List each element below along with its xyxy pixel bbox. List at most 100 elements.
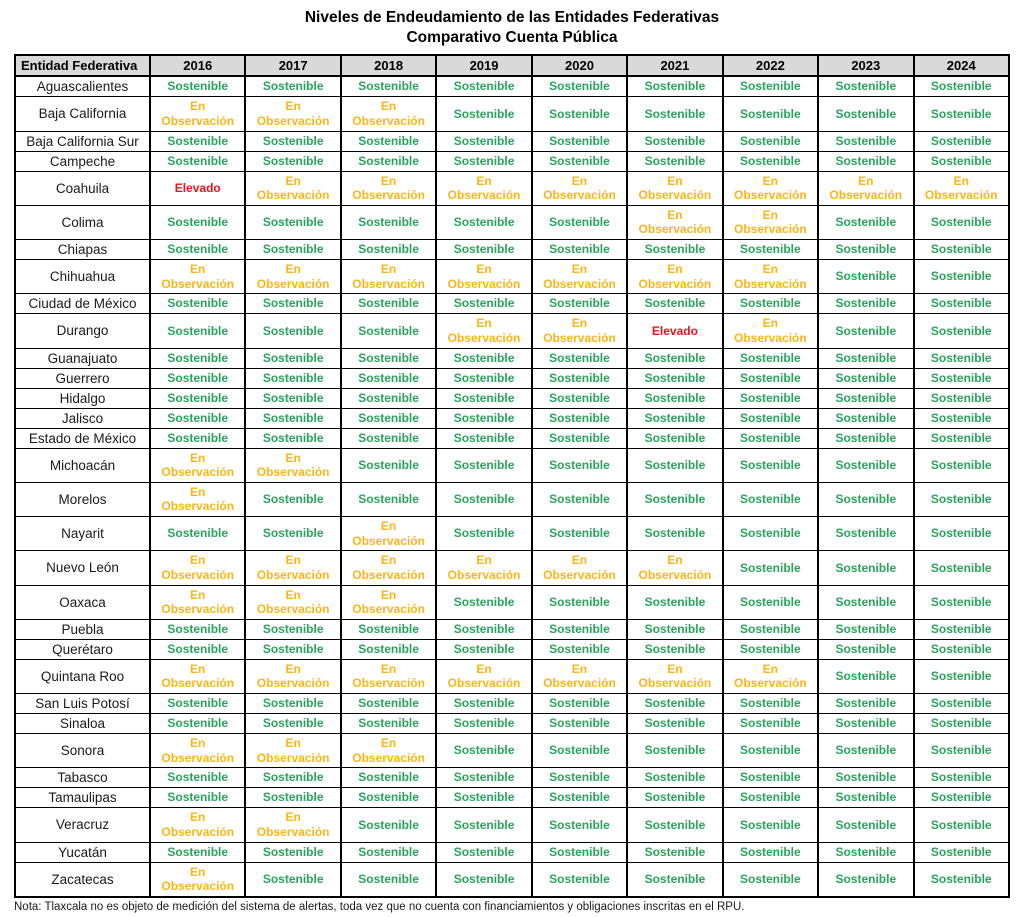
status-cell-2021: Sostenible: [626, 96, 724, 132]
status-cell-2024: Sostenible: [912, 713, 1010, 735]
status-cell-2024: Sostenible: [912, 96, 1010, 132]
status-cell-2017: En Observación: [244, 584, 342, 620]
status-cell-2019: Sostenible: [435, 767, 533, 789]
table-row: Chiapas Sostenible Sostenible Sostenible Sos…: [14, 239, 1010, 261]
table-row: Yucatán Sostenible Sostenible Sostenible Sos…: [14, 841, 1010, 863]
status-cell-2023: Sostenible: [817, 150, 915, 172]
state-name: Aguascalientes: [14, 75, 151, 98]
status-cell-2023: Sostenible: [817, 387, 915, 409]
status-cell-2018: Sostenible: [339, 713, 438, 735]
status-cell-2018: En Observación: [339, 259, 438, 295]
status-cell-2020: Sostenible: [530, 293, 629, 315]
status-cell-2022: Sostenible: [721, 713, 820, 735]
status-cell-2017: Sostenible: [244, 693, 342, 715]
state-name: Chihuahua: [14, 259, 151, 295]
status-cell-2019: Sostenible: [435, 638, 533, 660]
state-name: Oaxaca: [14, 584, 151, 620]
status-cell-2024: Sostenible: [912, 427, 1010, 449]
footnote: Nota: Tlaxcala no es objeto de medición …: [14, 900, 745, 913]
status-cell-2019: En Observación: [435, 313, 533, 349]
status-cell-2024: Sostenible: [912, 733, 1010, 769]
status-cell-2021: Sostenible: [626, 767, 724, 789]
status-cell-2020: En Observación: [530, 658, 629, 695]
status-cell-2020: Sostenible: [530, 204, 629, 241]
status-cell-2019: Sostenible: [435, 807, 533, 843]
status-cell-2020: En Observación: [530, 550, 629, 586]
status-cell-2022: En Observación: [721, 658, 820, 695]
status-cell-2019: Sostenible: [435, 713, 533, 735]
header-year-2023: 2023: [817, 54, 915, 78]
table-row: Tamaulipas Sostenible Sostenible Sostenible…: [14, 787, 1010, 809]
status-cell-2019: Sostenible: [435, 516, 533, 552]
header-year-2017: 2017: [244, 54, 342, 78]
status-cell-2020: Sostenible: [530, 584, 629, 620]
status-cell-2021: Sostenible: [626, 447, 724, 483]
status-cell-2022: Sostenible: [721, 516, 820, 552]
header-year-2024: 2024: [912, 54, 1010, 78]
status-cell-2016: Sostenible: [148, 347, 247, 369]
status-cell-2023: Sostenible: [817, 693, 915, 715]
status-cell-2021: Sostenible: [626, 713, 724, 735]
status-cell-2019: En Observación: [435, 550, 533, 586]
status-cell-2022: Sostenible: [721, 733, 820, 769]
status-cell-2023: Sostenible: [817, 841, 915, 863]
status-cell-2017: Sostenible: [244, 841, 342, 863]
status-cell-2023: Sostenible: [817, 96, 915, 132]
status-cell-2019: Sostenible: [435, 481, 533, 518]
status-cell-2019: Sostenible: [435, 387, 533, 409]
status-cell-2023: Sostenible: [817, 550, 915, 586]
status-cell-2017: En Observación: [244, 170, 342, 206]
status-cell-2022: Sostenible: [721, 96, 820, 132]
status-cell-2019: Sostenible: [435, 841, 533, 863]
state-name: Campeche: [14, 150, 151, 172]
status-cell-2019: Sostenible: [435, 861, 533, 898]
status-cell-2020: Sostenible: [530, 347, 629, 369]
status-cell-2024: Sostenible: [912, 387, 1010, 409]
header-year-2021: 2021: [626, 54, 724, 78]
status-cell-2018: Sostenible: [339, 841, 438, 863]
status-cell-2022: Sostenible: [721, 481, 820, 518]
status-cell-2022: En Observación: [721, 170, 820, 206]
status-cell-2019: Sostenible: [435, 204, 533, 241]
header-year-2016: 2016: [148, 54, 247, 78]
status-cell-2022: Sostenible: [721, 387, 820, 409]
status-cell-2016: En Observación: [148, 96, 247, 132]
state-name: Ciudad de México: [14, 293, 151, 315]
status-cell-2021: Sostenible: [626, 387, 724, 409]
status-cell-2016: En Observación: [148, 481, 247, 518]
status-cell-2018: Sostenible: [339, 481, 438, 518]
status-cell-2017: Sostenible: [244, 638, 342, 660]
status-cell-2019: Sostenible: [435, 347, 533, 369]
status-cell-2016: Sostenible: [148, 787, 247, 809]
status-cell-2019: Sostenible: [435, 367, 533, 389]
status-cell-2020: Sostenible: [530, 75, 629, 98]
table-row: Estado de México Sostenible Sostenible Sost…: [14, 427, 1010, 449]
status-cell-2022: Sostenible: [721, 130, 820, 152]
status-cell-2021: Sostenible: [626, 733, 724, 769]
status-cell-2024: Sostenible: [912, 150, 1010, 172]
status-cell-2023: Sostenible: [817, 658, 915, 695]
status-cell-2024: Sostenible: [912, 841, 1010, 863]
status-cell-2016: En Observación: [148, 584, 247, 620]
status-cell-2023: Sostenible: [817, 447, 915, 483]
status-cell-2019: Sostenible: [435, 239, 533, 261]
status-cell-2022: En Observación: [721, 259, 820, 295]
status-cell-2022: Sostenible: [721, 427, 820, 449]
status-cell-2022: Sostenible: [721, 293, 820, 315]
status-cell-2017: Sostenible: [244, 75, 342, 98]
state-name: Nuevo León: [14, 550, 151, 586]
status-cell-2020: Sostenible: [530, 481, 629, 518]
table-row: Hidalgo Sostenible Sostenible Sostenible Sos…: [14, 387, 1010, 409]
status-cell-2019: Sostenible: [435, 96, 533, 132]
state-name: Colima: [14, 204, 151, 241]
table-row: Quintana Roo En Observación En Observación…: [14, 658, 1010, 695]
status-cell-2016: En Observación: [148, 861, 247, 898]
status-cell-2016: En Observación: [148, 259, 247, 295]
status-cell-2017: Sostenible: [244, 313, 342, 349]
status-cell-2024: Sostenible: [912, 239, 1010, 261]
page-title: Niveles de Endeudamiento de las Entidade…: [14, 8, 1010, 48]
table-row: Sonora En Observación En Observación En Obs…: [14, 733, 1010, 769]
header-year-2019: 2019: [435, 54, 533, 78]
status-cell-2019: Sostenible: [435, 787, 533, 809]
status-cell-2016: Sostenible: [148, 618, 247, 640]
